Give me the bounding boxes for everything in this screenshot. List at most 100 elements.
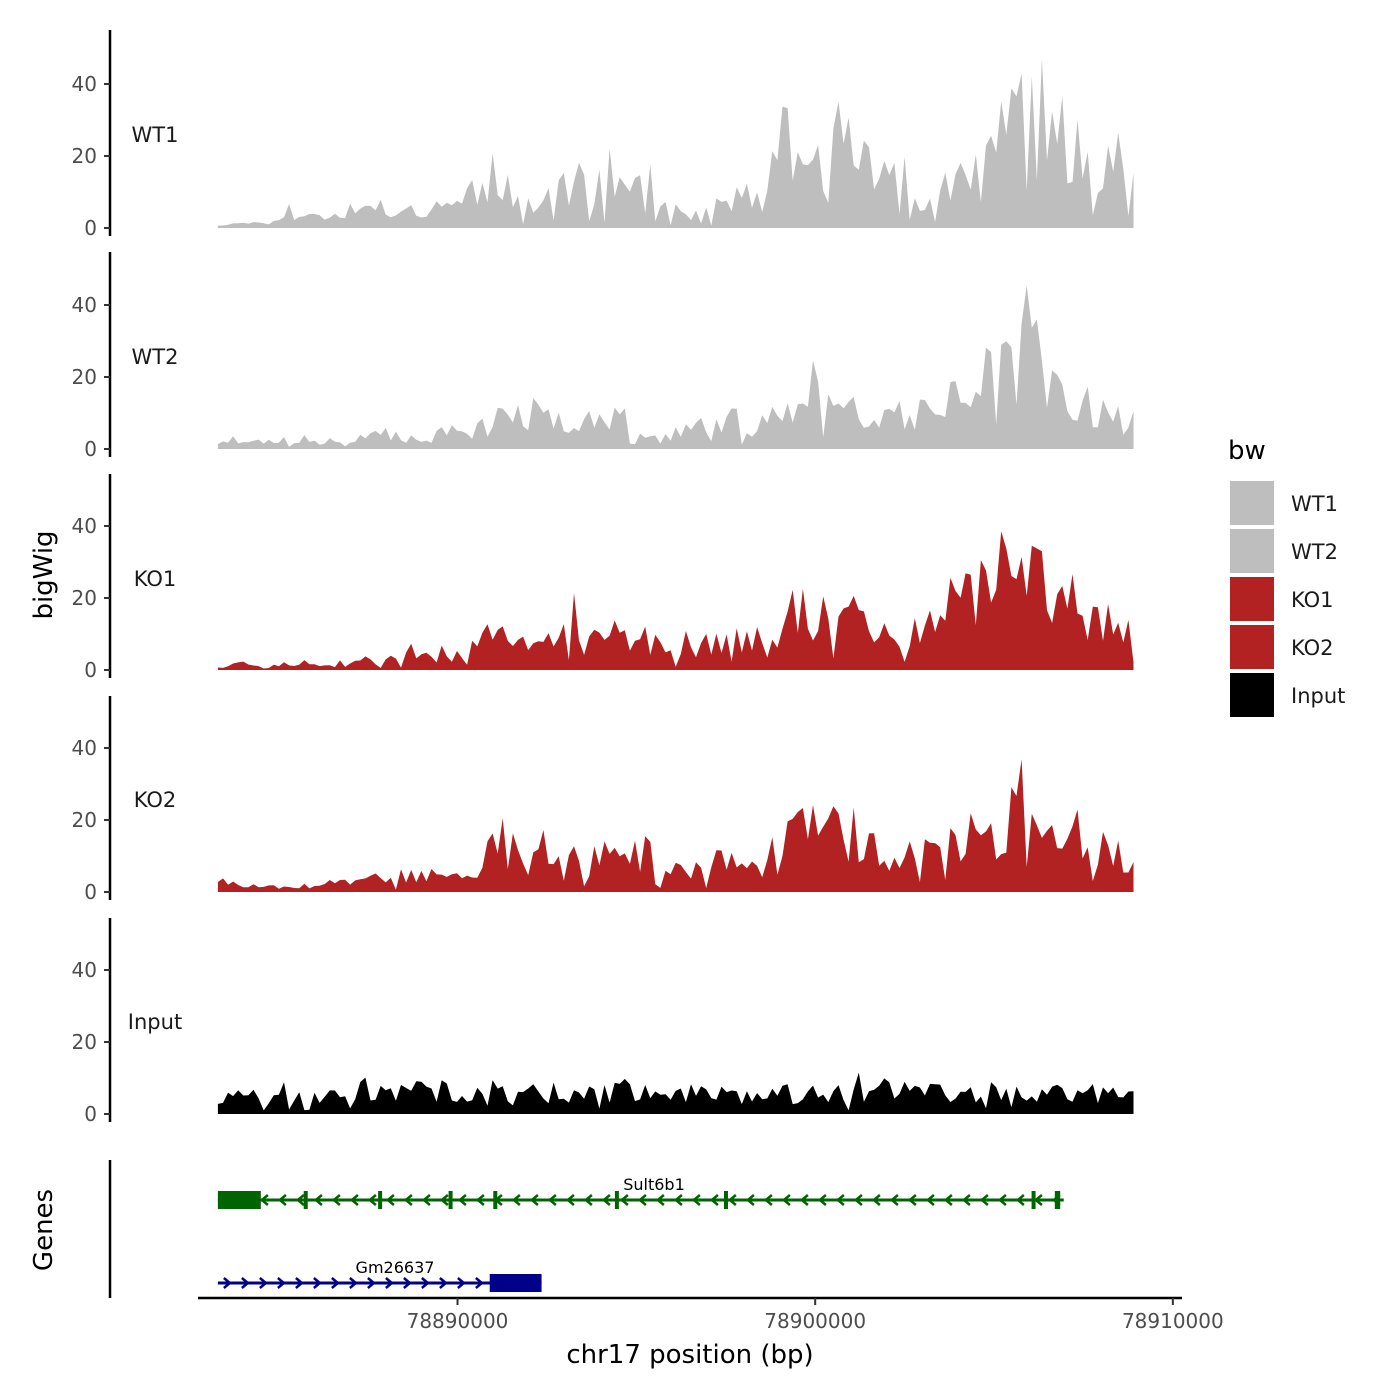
gene-strand-chevron — [673, 1194, 683, 1206]
y-tick-label-ko1-0: 0 — [84, 658, 97, 682]
gene-strand-chevron — [439, 1277, 448, 1289]
gene-strand-chevron — [619, 1194, 629, 1206]
x-axis-title: chr17 position (bp) — [566, 1340, 813, 1370]
gene-label-sult6b1: Sult6b1 — [623, 1175, 685, 1194]
gene-strand-chevron — [331, 1277, 340, 1289]
gene-strand-chevron — [223, 1277, 232, 1289]
gene-strand-chevron — [439, 1194, 449, 1206]
track-label-input: Input — [128, 1010, 182, 1034]
gene-strand-chevron — [565, 1194, 575, 1206]
gene-strand-chevron — [691, 1194, 701, 1206]
gene-strand-chevron — [529, 1194, 539, 1206]
legend-label-input: Input — [1291, 684, 1345, 708]
track-label-ko1: KO1 — [134, 567, 177, 591]
gene-strand-chevron — [943, 1194, 953, 1206]
track-ko1: 0 20 40 KO1 — [72, 474, 1134, 682]
gene-strand-chevron — [727, 1194, 737, 1206]
gene-strand-chevron — [925, 1194, 935, 1206]
gene-strand-chevron — [313, 1277, 322, 1289]
gene-strand-chevron — [511, 1194, 521, 1206]
gene-strand-chevron — [295, 1194, 305, 1206]
gene-strand-chevron — [655, 1194, 665, 1206]
tracks-group: 0 20 40 WT1 0 20 40 WT2 0 20 40 KO1 0 20 40 KO2 0 20 40 Inp… — [72, 30, 1134, 1126]
legend-label-ko2: KO2 — [1291, 636, 1334, 660]
legend-key-input — [1228, 671, 1276, 719]
gene-strand-chevron — [601, 1194, 611, 1206]
gene-strand-chevron — [367, 1277, 376, 1289]
gene-strand-chevron — [1015, 1194, 1025, 1206]
signal-area-ko1 — [217, 531, 1134, 670]
gene-strand-chevron — [259, 1194, 269, 1206]
gene-strand-chevron — [745, 1194, 755, 1206]
gene-strand-chevron — [475, 1194, 485, 1206]
track-input: 0 20 40 Input — [72, 918, 1134, 1126]
gene-strand-chevron — [421, 1277, 430, 1289]
gene-exon-sult6b1-5 — [614, 1191, 619, 1209]
genes-axis-title: Genes — [29, 1189, 59, 1271]
gene-strand-chevron — [457, 1277, 466, 1289]
x-tick-label-78900000: 78900000 — [764, 1309, 866, 1333]
signal-area-wt1 — [217, 59, 1134, 228]
y-tick-label-input-0: 0 — [84, 1102, 97, 1126]
gene-strand-chevron — [385, 1277, 394, 1289]
gene-strand-chevron — [889, 1194, 899, 1206]
gene-strand-chevron — [421, 1194, 431, 1206]
gene-strand-chevron — [997, 1194, 1007, 1206]
gene-strand-chevron — [817, 1194, 827, 1206]
gene-strand-chevron — [907, 1194, 917, 1206]
y-tick-label-input-40: 40 — [72, 958, 97, 982]
y-tick-label-ko1-20: 20 — [72, 586, 97, 610]
y-tick-label-wt2-20: 20 — [72, 365, 97, 389]
gene-strand-chevron — [835, 1194, 845, 1206]
y-tick-label-wt1-0: 0 — [84, 216, 97, 240]
gene-strand-chevron — [403, 1277, 412, 1289]
track-ko2: 0 20 40 KO2 — [72, 696, 1134, 904]
gene-strand-chevron — [349, 1194, 359, 1206]
gene-strand-chevron — [979, 1194, 989, 1206]
gene-strand-chevron — [277, 1277, 286, 1289]
x-tick-label-78910000: 78910000 — [1122, 1309, 1224, 1333]
genes-track: Sult6b1 Gm26637 — [108, 1160, 1064, 1298]
y-tick-label-ko1-40: 40 — [72, 514, 97, 538]
gene-exon-sult6b1-0 — [217, 1191, 261, 1209]
gene-gm26637: Gm26637 — [217, 1258, 542, 1292]
gene-exon-sult6b1-1 — [303, 1191, 308, 1209]
track-label-wt1: WT1 — [132, 123, 179, 147]
gene-strand-chevron — [709, 1194, 719, 1206]
gene-exon-sult6b1-8 — [1054, 1191, 1061, 1209]
gene-strand-chevron — [853, 1194, 863, 1206]
legend-key-wt2 — [1228, 527, 1276, 575]
gene-strand-chevron — [763, 1194, 773, 1206]
y-tick-label-ko2-0: 0 — [84, 880, 97, 904]
signal-area-ko2 — [217, 759, 1134, 892]
gene-strand-chevron — [295, 1277, 304, 1289]
gene-strand-chevron — [1033, 1194, 1043, 1206]
gene-strand-chevron — [367, 1194, 377, 1206]
gene-exon-sult6b1-4 — [493, 1191, 498, 1209]
gene-strand-chevron — [385, 1194, 395, 1206]
signal-area-wt2 — [217, 285, 1134, 449]
gene-strand-chevron — [799, 1194, 809, 1206]
gene-strand-chevron — [961, 1194, 971, 1206]
gene-exon-gm26637-0 — [489, 1274, 542, 1292]
legend-key-ko1 — [1228, 575, 1276, 623]
y-tick-label-input-20: 20 — [72, 1030, 97, 1054]
gene-strand-chevron — [583, 1194, 593, 1206]
legend-label-ko1: KO1 — [1291, 588, 1334, 612]
gene-strand-chevron — [241, 1277, 250, 1289]
gene-exon-sult6b1-6 — [723, 1191, 728, 1209]
y-tick-label-wt1-40: 40 — [72, 72, 97, 96]
y-tick-label-wt2-40: 40 — [72, 293, 97, 317]
gene-strand-chevron — [259, 1277, 268, 1289]
track-wt1: 0 20 40 WT1 — [72, 30, 1134, 240]
gene-strand-chevron — [547, 1194, 557, 1206]
legend: bw WT1 WT2 KO1 KO2 Input — [1228, 436, 1345, 719]
gene-sult6b1: Sult6b1 — [217, 1175, 1064, 1209]
gene-exon-sult6b1-3 — [448, 1191, 453, 1209]
x-tick-label-78890000: 78890000 — [407, 1309, 509, 1333]
y-tick-label-wt1-20: 20 — [72, 144, 97, 168]
track-wt2: 0 20 40 WT2 — [72, 252, 1134, 461]
legend-title: bw — [1228, 436, 1266, 466]
legend-key-wt1 — [1228, 479, 1276, 527]
